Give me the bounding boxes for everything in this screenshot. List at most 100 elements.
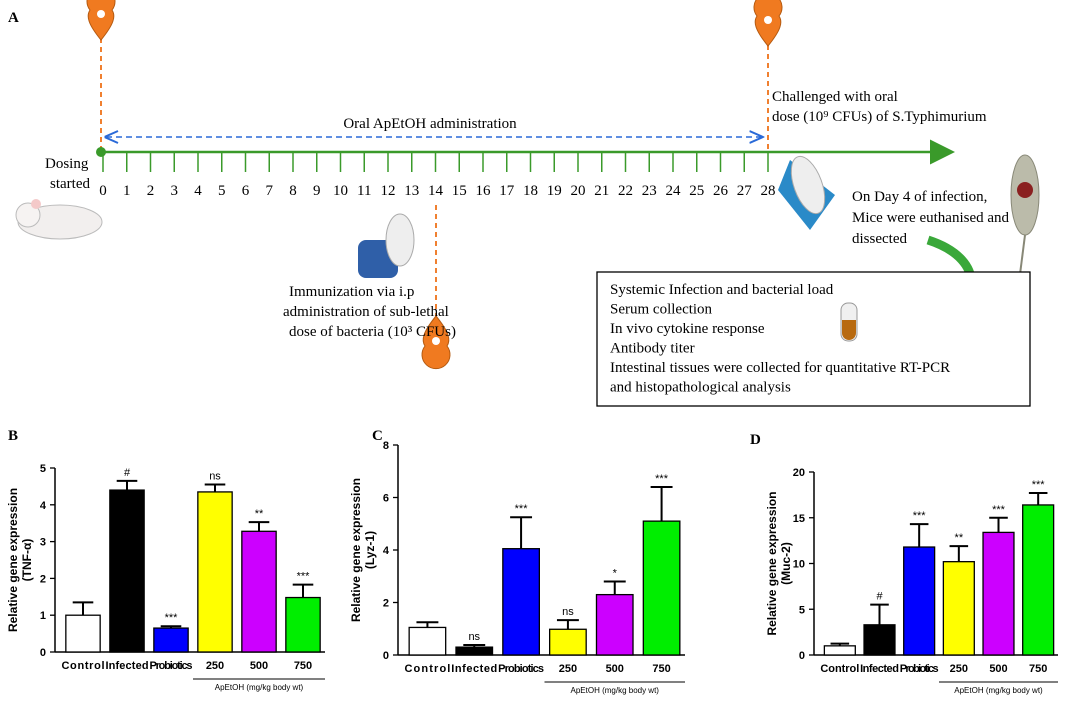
x-tick-label: Control: [404, 663, 450, 675]
bar-chart: C 0 2 4 6 8 Relative gene expression (Lyz-1) Con…: [349, 428, 685, 695]
x-tick-label: 750: [294, 660, 312, 672]
bar: [1022, 504, 1055, 656]
box-line: Systemic Infection and bacterial load: [610, 282, 834, 298]
x-tick-label: 250: [206, 660, 224, 672]
box-line: Antibody titer: [610, 341, 695, 357]
box-line: Serum collection: [610, 302, 713, 318]
start-dot: [96, 147, 106, 157]
error-bar: [160, 625, 182, 629]
panel-label: A: [8, 10, 19, 26]
y-tick-label: 4: [40, 500, 47, 512]
y-tick-label: 2: [383, 598, 389, 610]
bar: [197, 491, 233, 653]
panel-label: D: [750, 432, 761, 448]
end-label: Mice were euthanised and: [852, 210, 1010, 226]
mouse-illustration: [778, 155, 835, 230]
error-bar: [989, 516, 1008, 533]
day-label: 17: [499, 183, 515, 199]
y-tick-label: 0: [40, 647, 46, 659]
y-tick-label: 15: [793, 513, 805, 525]
y-axis-label: (Muc-2): [779, 542, 793, 585]
bar: [408, 626, 447, 656]
error-bar: [72, 601, 94, 616]
bar: [241, 530, 277, 653]
group-label: ApEtOH (mg/kg body wt): [954, 686, 1043, 695]
day-label: 1: [123, 183, 131, 199]
bar: [823, 645, 856, 656]
x-tick-label: Infected: [451, 663, 497, 675]
error-bar: [248, 521, 270, 532]
day-label: 24: [666, 183, 682, 199]
day-label: 27: [737, 183, 753, 199]
significance-label: **: [955, 532, 964, 544]
y-tick-label: 2: [40, 573, 46, 585]
error-bar: [510, 516, 533, 549]
y-axis-label: Relative gene expression: [349, 478, 363, 622]
error-bar: [650, 486, 673, 522]
y-axis-label: Relative gene expression: [6, 488, 20, 632]
bar: [153, 627, 189, 653]
day-label: 10: [333, 183, 348, 199]
error-bar: [870, 603, 889, 625]
start-label: started: [50, 176, 90, 192]
mouse-illustration: [1010, 154, 1040, 291]
error-bar: [830, 642, 850, 646]
day-label: 6: [242, 183, 250, 199]
day-label: 14: [428, 183, 444, 199]
day-label: 16: [476, 183, 492, 199]
error-bar: [116, 479, 138, 491]
x-tick-label: 750: [1029, 663, 1047, 675]
pin: [86, 0, 116, 41]
day-label: 8: [289, 183, 297, 199]
error-bar: [463, 644, 486, 648]
significance-label: ns: [562, 606, 574, 618]
day-label: 21: [594, 183, 609, 199]
mouse-illustration: [15, 199, 103, 240]
day-label: 25: [689, 183, 704, 199]
immunization-label: administration of sub-lethal: [283, 304, 449, 320]
x-tick-label: Control: [61, 660, 104, 672]
panel-label: B: [8, 428, 18, 444]
significance-label: ***: [913, 510, 927, 522]
bar: [903, 546, 936, 656]
day-label: 0: [99, 183, 107, 199]
y-axis-label: (Lyz-1): [363, 531, 377, 569]
immunization-label: Immunization via i.p: [289, 284, 414, 300]
x-tick-label: Probiotics: [900, 663, 939, 675]
day-label: 4: [194, 183, 202, 199]
day-label: 19: [547, 183, 562, 199]
error-bar: [204, 483, 226, 492]
admin-label: Oral ApEtOH administration: [343, 116, 517, 132]
significance-label: #: [124, 467, 131, 479]
day-label: 23: [642, 183, 657, 199]
bar: [65, 614, 101, 653]
test-tube: [840, 302, 858, 342]
error-bar: [556, 619, 579, 630]
bar: [285, 596, 321, 653]
significance-label: *: [613, 568, 618, 580]
error-bar: [603, 580, 626, 595]
day-label: 15: [452, 183, 467, 199]
box-line: In vivo cytokine response: [610, 321, 765, 337]
challenge-label: dose (10⁹ CFUs) of S.Typhimurium: [772, 109, 987, 125]
y-tick-label: 0: [799, 650, 805, 662]
bar: [982, 531, 1015, 656]
significance-label: ***: [992, 504, 1006, 516]
bar: [642, 520, 681, 656]
bar: [863, 624, 896, 656]
day-label: 7: [266, 183, 274, 199]
day-label: 5: [218, 183, 226, 199]
bar: [109, 489, 145, 653]
x-tick-label: Probiotics: [498, 663, 544, 675]
y-tick-label: 0: [383, 650, 389, 662]
end-label: dissected: [852, 231, 907, 247]
x-tick-label: 500: [989, 663, 1007, 675]
y-tick-label: 5: [40, 463, 46, 475]
error-bar: [292, 583, 314, 598]
significance-label: ***: [1032, 479, 1046, 491]
bar: [549, 628, 587, 656]
significance-label: #: [876, 591, 883, 603]
box-line: Intestinal tissues were collected for qu…: [610, 360, 950, 376]
end-label: On Day 4 of infection,: [852, 189, 987, 205]
